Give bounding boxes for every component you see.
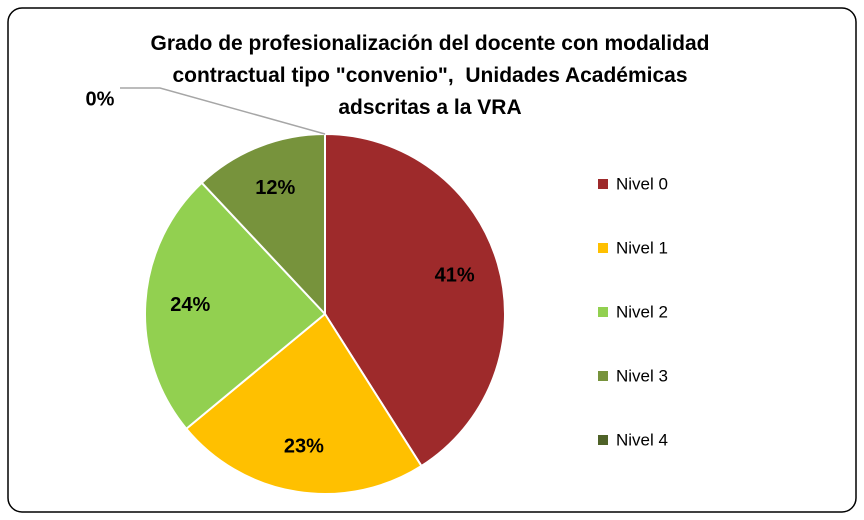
legend-swatch — [598, 307, 608, 317]
legend-swatch — [598, 179, 608, 189]
pie-slice — [200, 132, 326, 317]
chart-title: Grado de profesionalización del docente … — [150, 32, 710, 119]
data-label: 41% — [435, 265, 475, 287]
legend-swatch — [598, 435, 608, 445]
data-label: 12% — [255, 177, 295, 199]
leader-line — [120, 87, 326, 135]
legend-label: Nivel 2 — [616, 302, 668, 321]
legend-swatch — [598, 371, 608, 381]
legend-label: Nivel 1 — [616, 238, 668, 257]
legend-label: Nivel 3 — [616, 366, 668, 385]
legend-swatch — [598, 243, 608, 253]
legend-label: Nivel 0 — [616, 174, 668, 193]
data-label: 0% — [86, 88, 115, 110]
legend-label: Nivel 4 — [616, 430, 668, 449]
pie-slice — [144, 181, 327, 431]
pie-slice — [184, 312, 423, 495]
data-label: 24% — [170, 294, 210, 316]
data-label: 23% — [284, 436, 324, 458]
pie-slice — [324, 132, 506, 468]
